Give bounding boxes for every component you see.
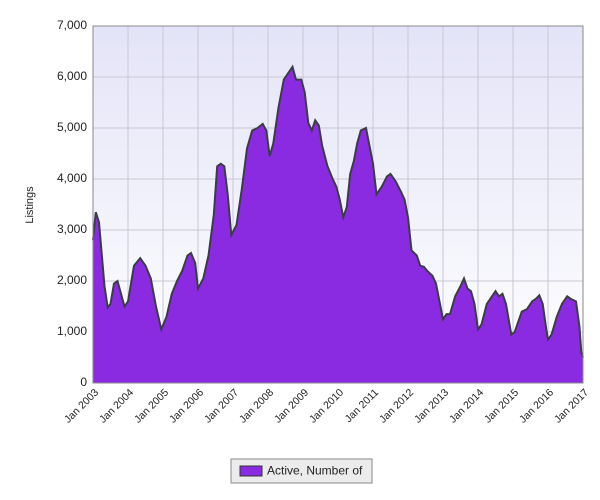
- x-tick-label: Jan 2017: [552, 386, 591, 425]
- x-tick-label: Jan 2007: [202, 386, 241, 425]
- x-tick-label: Jan 2005: [132, 386, 171, 425]
- plot-frame: [92, 25, 584, 384]
- y-tick-label: 5,000: [57, 120, 87, 134]
- area: [93, 66, 583, 384]
- x-tick-label: Jan 2014: [447, 386, 486, 425]
- y-tick-label: 2,000: [57, 273, 87, 287]
- x-tick-label: Jan 2003: [62, 386, 101, 425]
- x-tick-label: Jan 2011: [343, 386, 382, 425]
- x-tick-label: Jan 2012: [377, 386, 416, 425]
- x-tick-label: Jan 2004: [97, 386, 136, 425]
- x-tick-label: Jan 2010: [307, 386, 346, 425]
- y-tick-label: 6,000: [57, 69, 87, 83]
- x-tick-label: Jan 2013: [412, 386, 451, 425]
- x-tick-label: Jan 2015: [482, 386, 521, 425]
- y-tick-label: 3,000: [57, 222, 87, 236]
- x-tick-label: Jan 2009: [272, 386, 311, 425]
- x-tick-label: Jan 2016: [517, 386, 556, 425]
- y-axis-label: Listings: [24, 186, 36, 224]
- y-tick-label: 7,000: [57, 18, 87, 32]
- y-tick-label: 4,000: [57, 171, 87, 185]
- legend-swatch: [239, 465, 263, 477]
- x-tick-label: Jan 2006: [167, 386, 206, 425]
- legend-label: Active, Number of: [267, 464, 363, 478]
- area-outline: [92, 64, 584, 358]
- y-tick-label: 1,000: [57, 324, 87, 338]
- y-tick-label: 0: [80, 375, 87, 389]
- legend: Active, Number of: [230, 458, 373, 484]
- x-tick-label: Jan 2008: [237, 386, 276, 425]
